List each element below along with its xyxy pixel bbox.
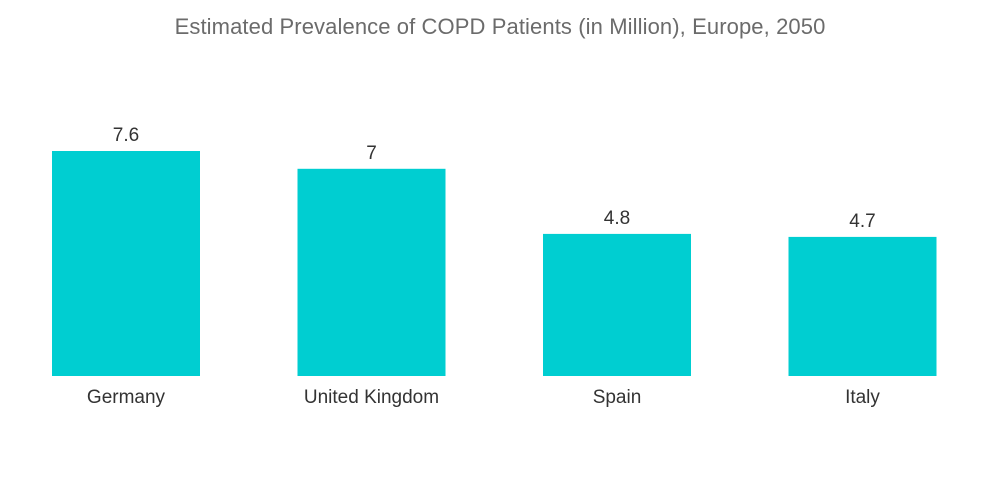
value-label-germany: 7.6 — [113, 125, 139, 146]
bar-united-kingdom — [297, 168, 446, 376]
bar-germany — [52, 151, 200, 376]
category-label-united-kingdom: United Kingdom — [304, 387, 439, 408]
value-label-united-kingdom: 7 — [366, 143, 377, 164]
chart-title: Estimated Prevalence of COPD Patients (i… — [174, 14, 826, 39]
category-label-spain: Spain — [593, 387, 642, 408]
value-label-italy: 4.7 — [849, 211, 875, 232]
bar-spain — [543, 233, 691, 376]
category-label-italy: Italy — [845, 387, 880, 408]
bar-italy — [788, 236, 937, 376]
category-label-germany: Germany — [87, 387, 166, 408]
value-label-spain: 4.8 — [604, 208, 630, 229]
